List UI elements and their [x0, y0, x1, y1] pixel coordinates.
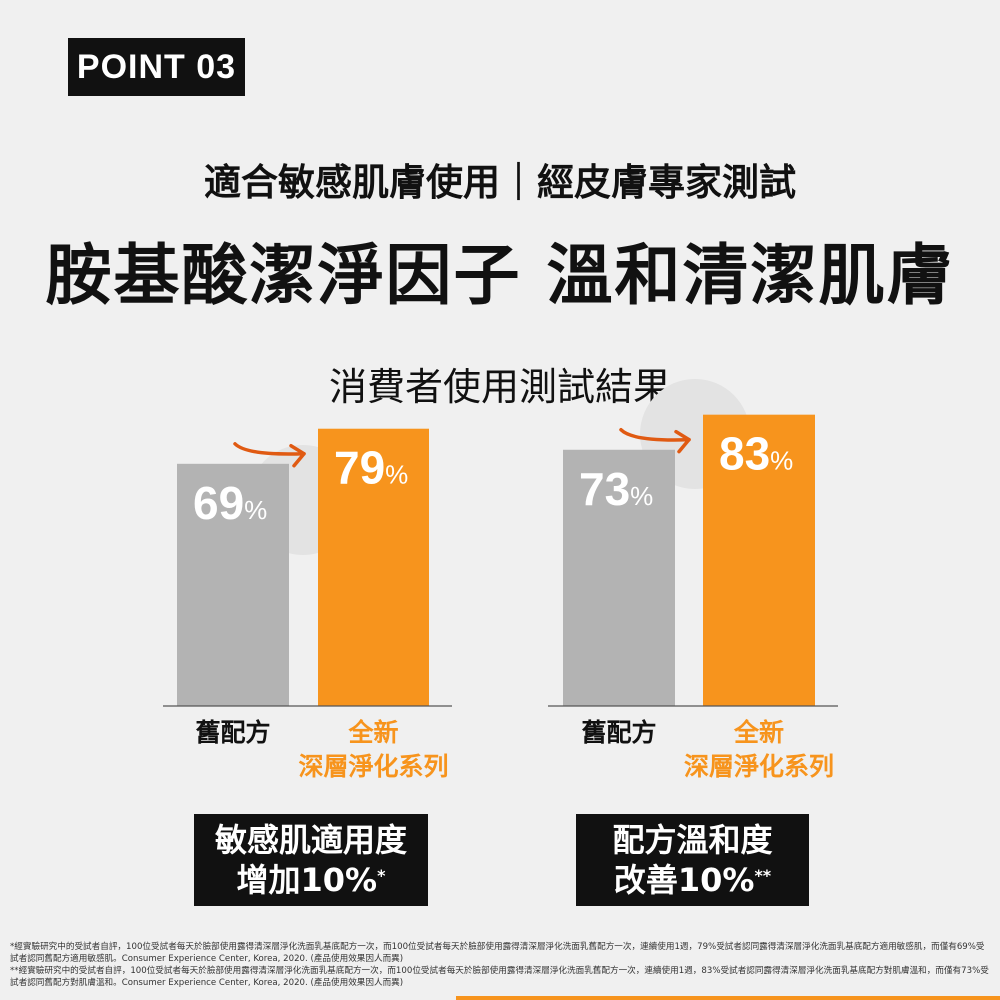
category-label: 舊配方	[195, 718, 270, 747]
page-title: 胺基酸潔淨因子 溫和清潔肌膚	[45, 237, 955, 314]
data-label: 83%	[719, 428, 793, 480]
bar-old	[563, 449, 675, 706]
bar-old	[177, 463, 289, 706]
trend-arrowhead	[289, 443, 306, 468]
bar-new	[703, 414, 815, 706]
caption-line-1: 配方溫和度	[612, 821, 773, 859]
trend-arrowhead	[674, 429, 691, 454]
footnote-2: **經實驗研究中的受試者自評，100位受試者每天於臉部使用露得清深層淨化洗面乳基…	[10, 966, 989, 988]
bar-new	[318, 428, 429, 706]
caption-sensitive-skin: 敏感肌適用度 增加10%*	[194, 814, 428, 906]
trend-arrow	[619, 428, 691, 442]
point-badge: POINT 03	[68, 38, 245, 96]
category-label: 深層淨化系列	[298, 752, 448, 781]
data-label: 79%	[334, 442, 408, 494]
data-label: 69%	[193, 477, 267, 529]
subtitle: 適合敏感肌膚使用｜經皮膚專家測試	[204, 161, 796, 204]
data-label: 73%	[579, 463, 653, 515]
category-label: 深層淨化系列	[684, 752, 834, 781]
caption-line-2: 增加10%*	[236, 861, 386, 899]
category-label: 全新	[347, 718, 398, 747]
caption-line-1: 敏感肌適用度	[214, 821, 407, 859]
trend-arrow	[233, 442, 306, 456]
caption-line-2: 改善10%**	[613, 861, 772, 899]
category-label: 舊配方	[581, 718, 656, 747]
category-label: 全新	[733, 718, 784, 747]
chart-title: 消費者使用測試結果	[328, 365, 671, 409]
caption-mildness: 配方溫和度 改善10%**	[576, 814, 809, 906]
footnote-1: *經實驗研究中的受試者自評，100位受試者每天於臉部使用露得清深層淨化洗面乳基底…	[10, 942, 985, 964]
bottom-accent-bar	[456, 996, 1000, 1000]
